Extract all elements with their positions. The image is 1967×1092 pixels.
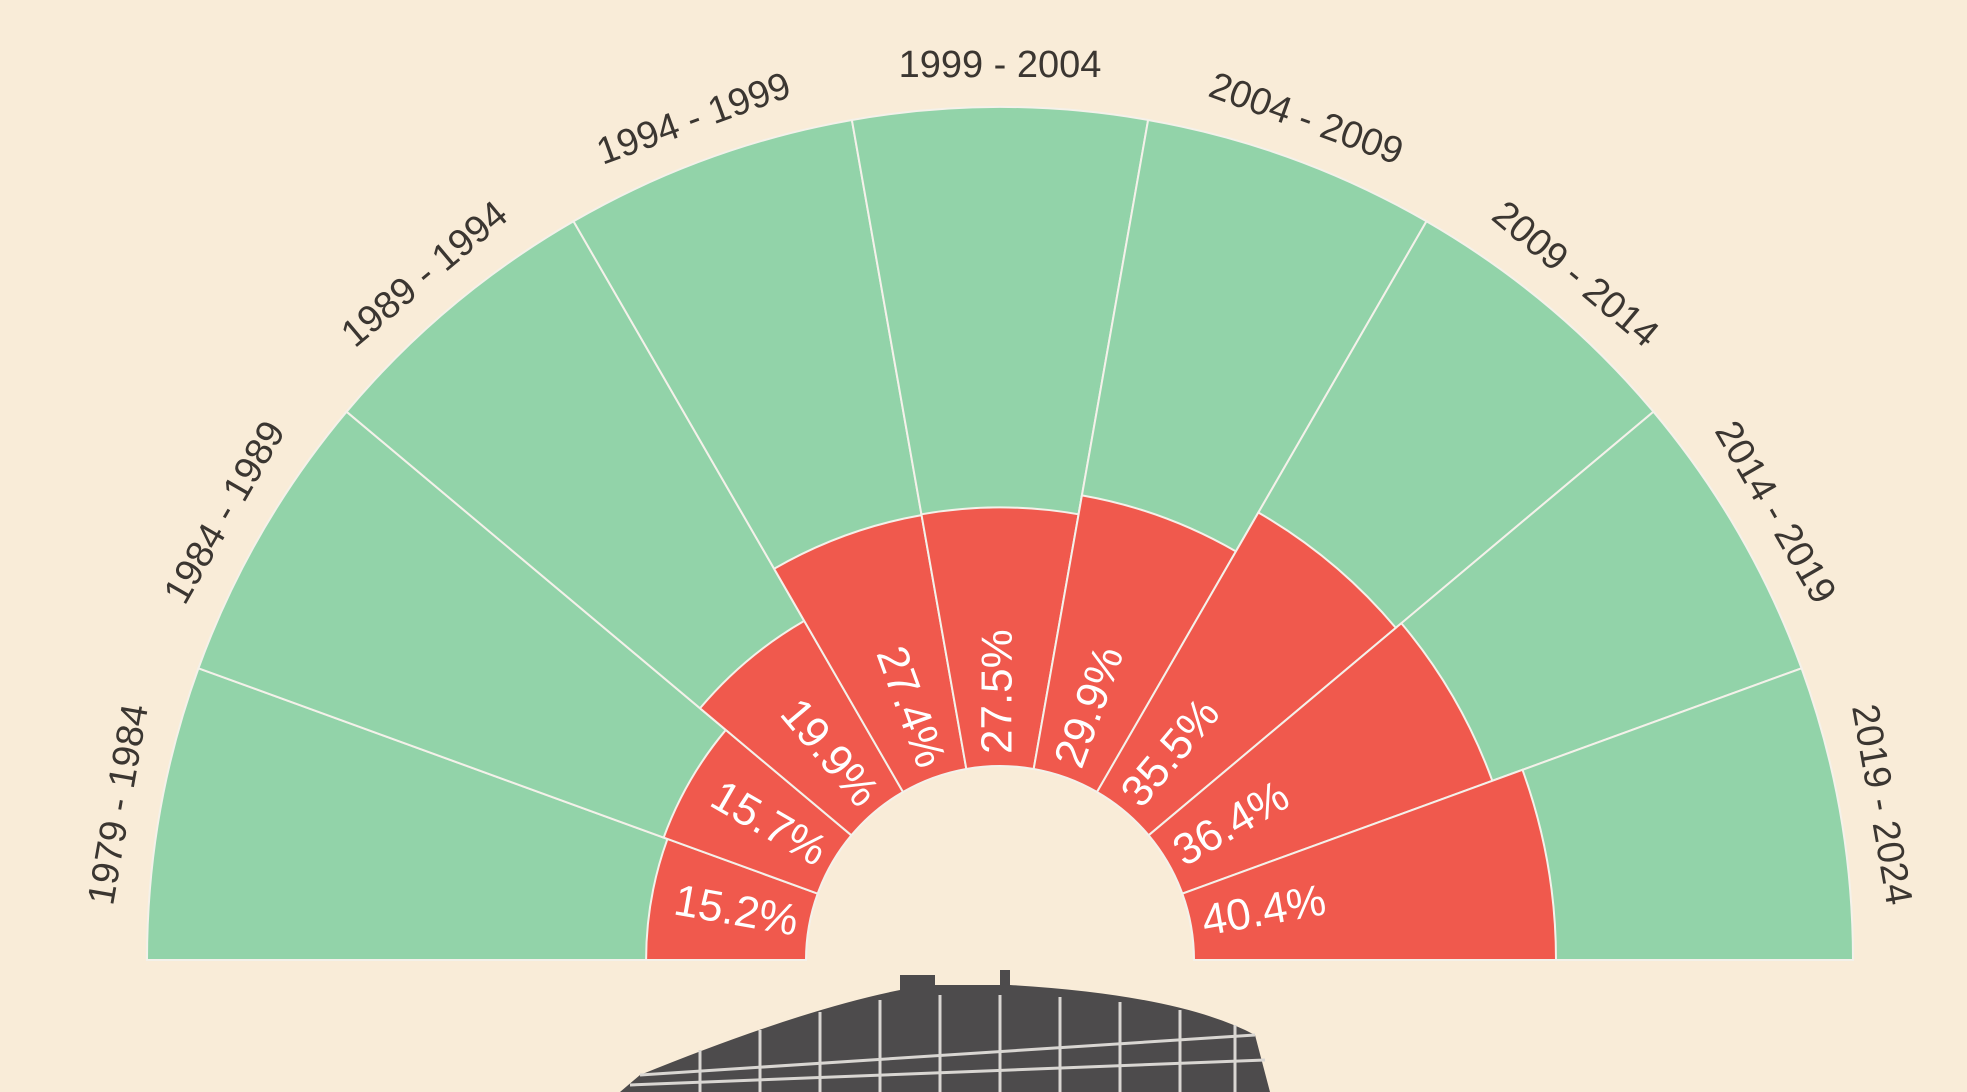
category-label: 1999 - 2004 [899, 44, 1102, 86]
value-label: 27.5% [973, 629, 1022, 754]
chart: 1979 - 19841984 - 19891989 - 19941994 - … [0, 0, 1967, 1092]
